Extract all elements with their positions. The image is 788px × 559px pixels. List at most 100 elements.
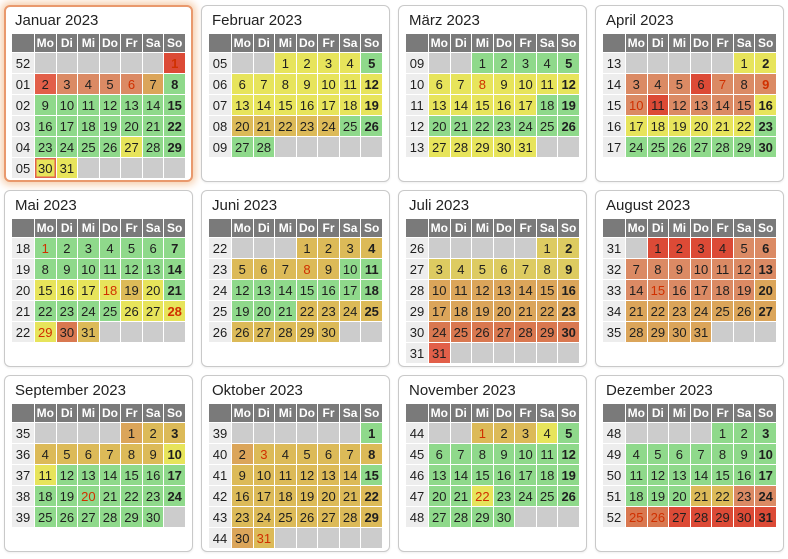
empty-day-cell bbox=[558, 343, 579, 363]
month-table: Mo Di Mi Do Fr Sa So 13 1 2 14 3 4 5 6 7 8 9 15 10 11 12 13 14 1… bbox=[602, 33, 777, 158]
day-cell-25: 25 bbox=[647, 137, 669, 157]
day-cell-5: 5 bbox=[558, 53, 579, 73]
empty-day-cell bbox=[232, 53, 253, 73]
day-cell-3: 3 bbox=[339, 238, 361, 258]
day-cell-14: 14 bbox=[515, 280, 536, 300]
day-cell-1: 1 bbox=[472, 423, 493, 443]
day-cell-26: 26 bbox=[669, 137, 690, 157]
day-cell-23: 23 bbox=[56, 301, 78, 321]
day-cell-15: 15 bbox=[296, 280, 318, 300]
day-cell-16: 16 bbox=[669, 280, 690, 300]
week-row: 02 9 10 11 12 13 14 15 bbox=[12, 95, 185, 115]
day-cell-27: 27 bbox=[755, 301, 776, 321]
empty-day-cell bbox=[626, 238, 647, 258]
weekday-header-mi: Mi bbox=[472, 34, 493, 52]
day-cell-6: 6 bbox=[253, 259, 275, 279]
day-cell-22: 22 bbox=[712, 486, 733, 506]
day-cell-7: 7 bbox=[515, 259, 536, 279]
day-cell-11: 11 bbox=[712, 259, 733, 279]
empty-day-cell bbox=[733, 322, 755, 342]
day-cell-21: 21 bbox=[164, 280, 185, 300]
day-cell-15: 15 bbox=[733, 95, 755, 115]
weekday-header-fr: Fr bbox=[318, 34, 339, 52]
day-cell-10: 10 bbox=[253, 465, 275, 485]
empty-day-cell bbox=[121, 53, 142, 73]
day-cell-1: 1 bbox=[712, 423, 733, 443]
weekday-header-di: Di bbox=[253, 404, 275, 422]
weekday-header-fr: Fr bbox=[515, 219, 536, 237]
empty-day-cell bbox=[275, 137, 296, 157]
day-cell-4: 4 bbox=[647, 74, 669, 94]
week-row: 27 3 4 5 6 7 8 9 bbox=[406, 259, 579, 279]
week-number: 11 bbox=[406, 95, 428, 115]
empty-day-cell bbox=[99, 158, 121, 178]
weekday-header-sa: Sa bbox=[339, 34, 361, 52]
empty-day-cell bbox=[450, 238, 472, 258]
day-cell-16: 16 bbox=[558, 280, 579, 300]
empty-day-cell bbox=[142, 158, 164, 178]
week-number: 47 bbox=[406, 486, 428, 506]
day-cell-8: 8 bbox=[472, 444, 493, 464]
weeknum-corner-cell bbox=[209, 34, 231, 52]
day-cell-1: 1 bbox=[536, 238, 558, 258]
empty-day-cell bbox=[558, 507, 579, 527]
day-cell-25: 25 bbox=[275, 507, 296, 527]
weekday-header-do: Do bbox=[296, 219, 318, 237]
weekday-header-di: Di bbox=[253, 219, 275, 237]
day-cell-11: 11 bbox=[536, 74, 558, 94]
weekday-header-sa: Sa bbox=[536, 219, 558, 237]
week-row: 39 1 bbox=[209, 423, 382, 443]
week-row: 18 1 2 3 4 5 6 7 bbox=[12, 238, 185, 258]
week-row: 15 10 11 12 13 14 15 16 bbox=[603, 95, 776, 115]
day-cell-3: 3 bbox=[429, 259, 450, 279]
empty-day-cell bbox=[536, 137, 558, 157]
day-cell-30: 30 bbox=[493, 507, 515, 527]
day-cell-20: 20 bbox=[690, 116, 712, 136]
day-cell-14: 14 bbox=[450, 465, 472, 485]
day-cell-1: 1 bbox=[275, 53, 296, 73]
day-cell-13: 13 bbox=[121, 95, 142, 115]
day-cell-20: 20 bbox=[755, 280, 776, 300]
weekday-header-do: Do bbox=[296, 404, 318, 422]
weekday-header-so: So bbox=[361, 219, 382, 237]
day-cell-20: 20 bbox=[318, 486, 339, 506]
weeknum-corner-cell bbox=[406, 219, 428, 237]
month-title: Februar 2023 bbox=[212, 12, 303, 29]
day-cell-16: 16 bbox=[56, 280, 78, 300]
day-cell-30: 30 bbox=[232, 528, 253, 548]
week-number: 26 bbox=[209, 322, 231, 342]
day-cell-25: 25 bbox=[712, 301, 733, 321]
week-row: 49 4 5 6 7 8 9 10 bbox=[603, 444, 776, 464]
week-number: 40 bbox=[209, 444, 231, 464]
day-cell-21: 21 bbox=[99, 486, 121, 506]
weekday-header-so: So bbox=[755, 404, 776, 422]
week-number: 18 bbox=[12, 238, 34, 258]
weekday-header-mi: Mi bbox=[78, 219, 99, 237]
day-cell-20: 20 bbox=[78, 486, 99, 506]
day-cell-14: 14 bbox=[164, 259, 185, 279]
day-cell-14: 14 bbox=[142, 95, 164, 115]
day-cell-22: 22 bbox=[536, 301, 558, 321]
week-number: 42 bbox=[209, 486, 231, 506]
day-cell-11: 11 bbox=[339, 74, 361, 94]
month-title: Mai 2023 bbox=[15, 197, 77, 214]
day-cell-1: 1 bbox=[164, 53, 185, 73]
empty-day-cell bbox=[275, 238, 296, 258]
weekday-header-do: Do bbox=[690, 219, 712, 237]
week-row: 13 1 2 bbox=[603, 53, 776, 73]
month-table: Mo Di Mi Do Fr Sa So 39 1 40 2 3 4 5 6 7 8 41 9 10 11 12 13 14 1… bbox=[208, 403, 383, 549]
week-row: 22 29 30 31 bbox=[12, 322, 185, 342]
week-number: 21 bbox=[12, 301, 34, 321]
empty-day-cell bbox=[755, 322, 776, 342]
month-title: Dezember 2023 bbox=[606, 382, 713, 399]
day-cell-17: 17 bbox=[318, 95, 339, 115]
week-row: 36 4 5 6 7 8 9 10 bbox=[12, 444, 185, 464]
week-number: 34 bbox=[603, 301, 625, 321]
day-cell-13: 13 bbox=[78, 465, 99, 485]
week-number: 33 bbox=[603, 280, 625, 300]
empty-day-cell bbox=[690, 423, 712, 443]
month-card-januar-2023: Januar 2023 Mo Di Mi Do Fr Sa So 52 1 01 2 3 4 5 6 7 8 02 9… bbox=[4, 5, 193, 182]
weeknum-corner-cell bbox=[406, 34, 428, 52]
day-cell-13: 13 bbox=[669, 465, 690, 485]
day-cell-8: 8 bbox=[647, 259, 669, 279]
